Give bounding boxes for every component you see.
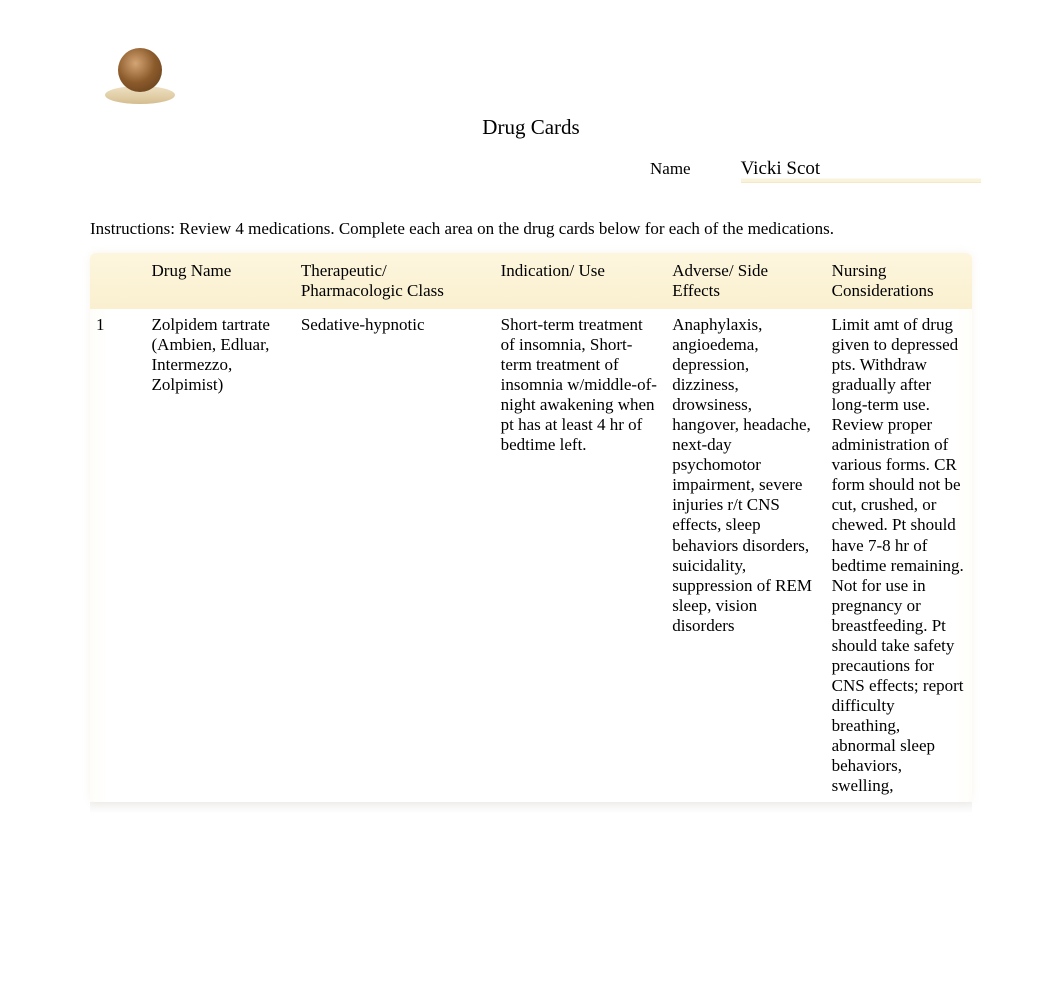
drug-table: Drug Name Therapeutic/ Pharmacologic Cla… — [90, 253, 972, 802]
drug-table-wrap: Drug Name Therapeutic/ Pharmacologic Cla… — [90, 253, 972, 802]
col-header-drug-name: Drug Name — [146, 253, 295, 309]
name-row: Name Vicki Scot — [90, 158, 972, 183]
table-row: 1 Zolpidem tartrate (Ambien, Edluar, Int… — [90, 309, 972, 802]
cell-adverse[interactable]: Anaphylaxis, angioedema, depression, diz… — [666, 309, 825, 802]
cell-drug-name[interactable]: Zolpidem tartrate (Ambien, Edluar, Inter… — [146, 309, 295, 802]
cell-nursing[interactable]: Limit amt of drug given to depressed pts… — [826, 309, 972, 802]
col-header-class: Therapeutic/ Pharmacologic Class — [295, 253, 495, 309]
page-title: Drug Cards — [90, 115, 972, 140]
col-header-num — [90, 253, 146, 309]
col-header-indication: Indication/ Use — [495, 253, 667, 309]
document-page: Drug Cards Name Vicki Scot Instructions:… — [0, 0, 1062, 814]
student-name-field[interactable]: Vicki Scot — [741, 158, 981, 183]
col-header-adverse: Adverse/ Side Effects — [666, 253, 825, 309]
logo — [100, 40, 180, 110]
col-header-nursing: Nursing Considerations — [826, 253, 972, 309]
cell-indication[interactable]: Short-term treatment of insomnia, Short-… — [495, 309, 667, 802]
table-header-row: Drug Name Therapeutic/ Pharmacologic Cla… — [90, 253, 972, 309]
table-bottom-shadow — [90, 802, 972, 814]
cell-num: 1 — [90, 309, 146, 802]
instructions-text: Instructions: Review 4 medications. Comp… — [90, 219, 972, 239]
name-label: Name — [650, 159, 691, 179]
logo-circle-shape — [118, 48, 162, 92]
cell-class[interactable]: Sedative-hypnotic — [295, 309, 495, 802]
